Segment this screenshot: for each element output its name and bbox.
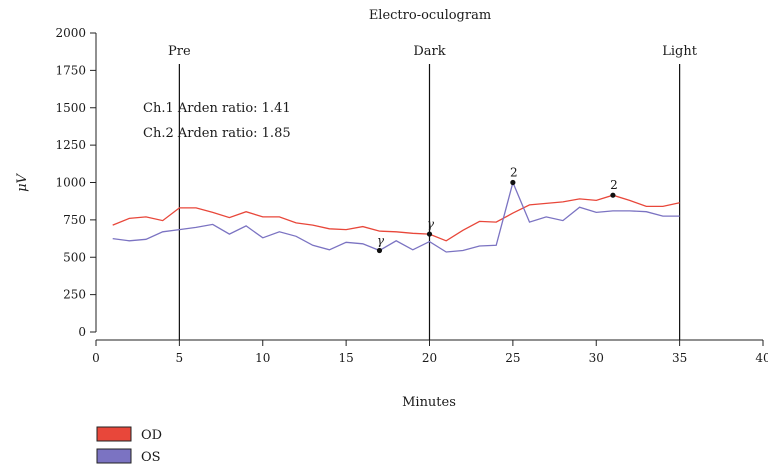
x-tick-label: 25 (505, 351, 520, 365)
legend-label-os: OS (141, 450, 161, 465)
event-markers: Pre Dark Light (168, 44, 698, 340)
series-line-od (112, 194, 680, 242)
y-axis-title: μV (15, 172, 30, 191)
point-marker (510, 179, 516, 186)
y-tick-label: 1500 (55, 101, 86, 115)
event-label-dark: Dark (413, 44, 445, 59)
y-axis: 0 250 500 750 1000 1250 1500 1750 2000 (55, 26, 97, 339)
y-tick-label: 250 (63, 288, 86, 302)
y-tick-label: 2000 (55, 26, 86, 40)
event-label-light: Light (662, 44, 697, 59)
point-marker-label: 2 (610, 178, 618, 192)
x-axis: 0 5 10 15 20 25 30 35 40 (92, 339, 768, 365)
annotation-arden-ratio-ch1: Ch.1 Arden ratio: 1.41 (143, 101, 291, 116)
point-marker-label: γ (427, 217, 435, 231)
y-tick-label: 1000 (55, 176, 86, 190)
series-line-os (112, 180, 680, 253)
x-tick-label: 15 (338, 351, 353, 365)
x-axis-title: Minutes (402, 395, 456, 410)
point-marker-label: 2 (510, 166, 518, 180)
y-tick-label: 1750 (55, 63, 86, 77)
point-marker (376, 247, 383, 254)
x-tick-label: 0 (92, 351, 100, 365)
legend: OD OS (96, 426, 162, 465)
x-tick-label: 20 (422, 351, 437, 365)
point-markers: γ γ 2 2 (376, 166, 618, 254)
event-label-pre: Pre (168, 44, 191, 59)
y-tick-label: 1250 (55, 138, 86, 152)
point-marker-label: γ (377, 234, 385, 248)
legend-label-od: OD (141, 428, 162, 443)
x-tick-label: 30 (589, 351, 604, 365)
legend-swatch-os (96, 448, 132, 464)
x-tick-label: 35 (672, 351, 687, 365)
y-tick-label: 0 (78, 325, 86, 339)
x-tick-label: 10 (255, 351, 270, 365)
x-tick-label: 5 (176, 351, 184, 365)
point-marker (426, 231, 433, 237)
x-tick-label: 40 (755, 351, 768, 365)
point-marker (610, 192, 616, 198)
y-tick-label: 500 (63, 250, 86, 264)
annotation-arden-ratio-ch2: Ch.2 Arden ratio: 1.85 (143, 126, 291, 141)
chart-title: Electro-oculogram (369, 8, 491, 23)
legend-swatch-od (96, 426, 132, 442)
series-lines (112, 180, 680, 253)
y-tick-label: 750 (63, 213, 86, 227)
